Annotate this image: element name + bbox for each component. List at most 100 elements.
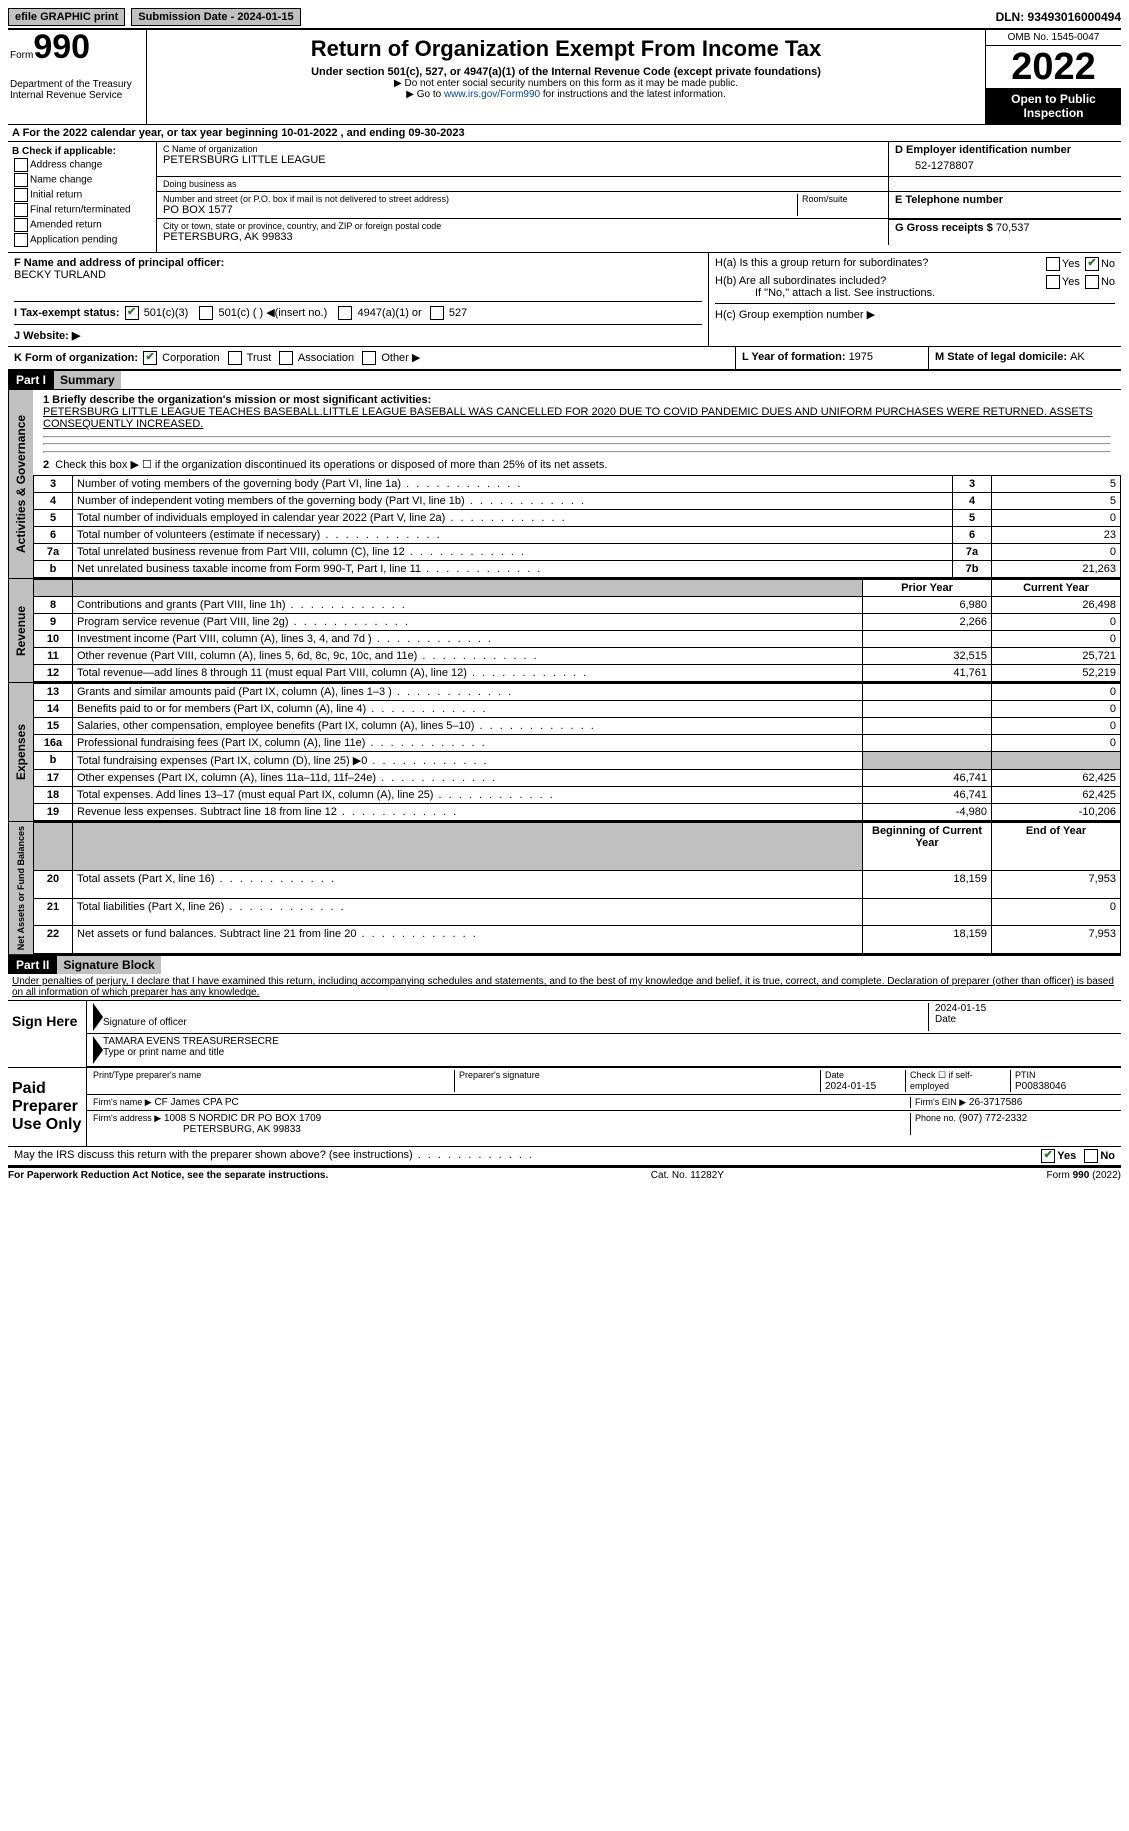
officer-name: BECKY TURLAND bbox=[14, 269, 106, 281]
prep-date: 2024-01-15 bbox=[825, 1081, 876, 1092]
hb-no[interactable] bbox=[1085, 275, 1099, 289]
firm-addr-label: Firm's address ▶ bbox=[93, 1113, 161, 1123]
ein-value: 52-1278807 bbox=[895, 156, 1115, 172]
paid-preparer-label: Paid Preparer Use Only bbox=[8, 1068, 87, 1146]
city: PETERSBURG, AK 99833 bbox=[163, 231, 882, 243]
opt-other: Other ▶ bbox=[381, 352, 420, 364]
org-name: PETERSBURG LITTLE LEAGUE bbox=[163, 154, 882, 166]
irs-label: Internal Revenue Service bbox=[10, 90, 140, 101]
j-label: J Website: ▶ bbox=[14, 330, 80, 342]
m-label: M State of legal domicile: bbox=[935, 351, 1070, 363]
form-number: 990 bbox=[33, 28, 90, 66]
cb-trust[interactable] bbox=[228, 351, 242, 365]
cb-other[interactable] bbox=[362, 351, 376, 365]
part2-header: Part II bbox=[8, 956, 57, 974]
irs-link[interactable]: www.irs.gov/Form990 bbox=[444, 89, 540, 100]
cb-4947[interactable] bbox=[338, 306, 352, 320]
year-formation: 1975 bbox=[849, 351, 873, 363]
discuss-no[interactable] bbox=[1084, 1149, 1098, 1163]
discuss-label: May the IRS discuss this return with the… bbox=[14, 1149, 534, 1163]
hc-label: H(c) Group exemption number ▶ bbox=[715, 303, 1115, 321]
ha-label: H(a) Is this a group return for subordin… bbox=[715, 257, 928, 269]
footer-mid: Cat. No. 11282Y bbox=[651, 1170, 724, 1181]
prep-date-label: Date bbox=[825, 1070, 844, 1080]
i-label: I Tax-exempt status: bbox=[14, 307, 120, 319]
penalties-text: Under penalties of perjury, I declare th… bbox=[8, 974, 1121, 1000]
omb-number: OMB No. 1545-0047 bbox=[986, 30, 1121, 46]
part2-title: Signature Block bbox=[57, 956, 160, 974]
opt-4947: 4947(a)(1) or bbox=[358, 307, 422, 319]
city-label: City or town, state or province, country… bbox=[163, 221, 882, 231]
phone-label: Phone no. bbox=[915, 1113, 956, 1123]
net-assets-table: Beginning of Current YearEnd of Year20To… bbox=[33, 822, 1121, 954]
prep-sig-label: Preparer's signature bbox=[459, 1070, 540, 1080]
ha-no[interactable] bbox=[1085, 257, 1099, 271]
firm-ein: 26-3717586 bbox=[969, 1097, 1022, 1108]
line2: Check this box ▶ ☐ if the organization d… bbox=[55, 459, 607, 471]
note-ssn: ▶ Do not enter social security numbers o… bbox=[153, 78, 979, 89]
cb-final-return[interactable]: Final return/terminated bbox=[30, 205, 131, 216]
vert-governance: Activities & Governance bbox=[8, 390, 33, 578]
dln: DLN: 93493016000494 bbox=[996, 10, 1121, 24]
efile-print-button[interactable]: efile GRAPHIC print bbox=[8, 8, 125, 26]
e-label: E Telephone number bbox=[895, 194, 1003, 206]
ein-label: Firm's EIN ▶ bbox=[915, 1097, 966, 1107]
vert-revenue: Revenue bbox=[8, 579, 33, 682]
opt-corp: Corporation bbox=[162, 352, 219, 364]
cb-initial-return[interactable]: Initial return bbox=[30, 190, 82, 201]
sig-date-label: Date bbox=[935, 1014, 956, 1025]
hb-yes[interactable] bbox=[1046, 275, 1060, 289]
revenue-table: Prior YearCurrent Year8Contributions and… bbox=[33, 579, 1121, 682]
arrow-icon bbox=[93, 1036, 103, 1064]
cb-527[interactable] bbox=[430, 306, 444, 320]
opt-trust: Trust bbox=[247, 352, 272, 364]
arrow-icon bbox=[93, 1003, 103, 1031]
governance-table: 3Number of voting members of the governi… bbox=[33, 475, 1121, 578]
cb-501c3[interactable] bbox=[125, 306, 139, 320]
c-label: C Name of organization bbox=[163, 144, 882, 154]
mission-text: PETERSBURG LITTLE LEAGUE TEACHES BASEBAL… bbox=[43, 406, 1093, 430]
discuss-yes[interactable] bbox=[1041, 1149, 1055, 1163]
d-label: D Employer identification number bbox=[895, 144, 1071, 156]
opt-527: 527 bbox=[449, 307, 467, 319]
firm-label: Firm's name ▶ bbox=[93, 1097, 152, 1107]
opt-501c3: 501(c)(3) bbox=[144, 307, 189, 319]
cb-address-change[interactable]: Address change bbox=[30, 160, 102, 171]
cb-amended[interactable]: Amended return bbox=[30, 220, 102, 231]
gross-receipts: 70,537 bbox=[996, 222, 1030, 234]
ptin: P00838046 bbox=[1015, 1081, 1066, 1092]
form-subtitle: Under section 501(c), 527, or 4947(a)(1)… bbox=[153, 66, 979, 78]
part1-title: Summary bbox=[54, 371, 121, 389]
sign-here-label: Sign Here bbox=[8, 1001, 87, 1067]
firm-addr2: PETERSBURG, AK 99833 bbox=[93, 1124, 301, 1135]
cb-assoc[interactable] bbox=[279, 351, 293, 365]
form-label: Form bbox=[10, 50, 33, 61]
addr: PO BOX 1577 bbox=[163, 204, 797, 216]
state-domicile: AK bbox=[1070, 351, 1085, 363]
addr-label: Number and street (or P.O. box if mail i… bbox=[163, 194, 797, 204]
form-title: Return of Organization Exempt From Incom… bbox=[153, 36, 979, 62]
dept-treasury: Department of the Treasury bbox=[10, 79, 140, 90]
note2-pre: ▶ Go to bbox=[406, 89, 444, 100]
cb-501c[interactable] bbox=[199, 306, 213, 320]
row-a-tax-year: A For the 2022 calendar year, or tax yea… bbox=[8, 124, 1121, 141]
prep-name-label: Print/Type preparer's name bbox=[93, 1070, 201, 1080]
footer-left: For Paperwork Reduction Act Notice, see … bbox=[8, 1170, 328, 1181]
cb-application-pending[interactable]: Application pending bbox=[30, 235, 117, 246]
cb-name-change[interactable]: Name change bbox=[30, 175, 92, 186]
firm-name: CF James CPA PC bbox=[154, 1097, 238, 1108]
expenses-table: 13Grants and similar amounts paid (Part … bbox=[33, 683, 1121, 821]
cb-corp[interactable] bbox=[143, 351, 157, 365]
hb-label: H(b) Are all subordinates included? bbox=[715, 275, 886, 287]
vert-expenses: Expenses bbox=[8, 683, 33, 821]
sig-name-label: Type or print name and title bbox=[103, 1047, 224, 1058]
tax-year: 2022 bbox=[986, 46, 1121, 88]
prep-self-employed: Check ☐ if self-employed bbox=[906, 1070, 1011, 1092]
open-to-public: Open to Public Inspection bbox=[986, 88, 1121, 124]
room-label: Room/suite bbox=[798, 194, 882, 216]
ha-yes[interactable] bbox=[1046, 257, 1060, 271]
mission-label: 1 Briefly describe the organization's mi… bbox=[43, 394, 431, 406]
sig-name: TAMARA EVENS TREASURERSECRE bbox=[103, 1036, 279, 1047]
opt-assoc: Association bbox=[298, 352, 354, 364]
col-b-title: B Check if applicable: bbox=[12, 146, 116, 157]
